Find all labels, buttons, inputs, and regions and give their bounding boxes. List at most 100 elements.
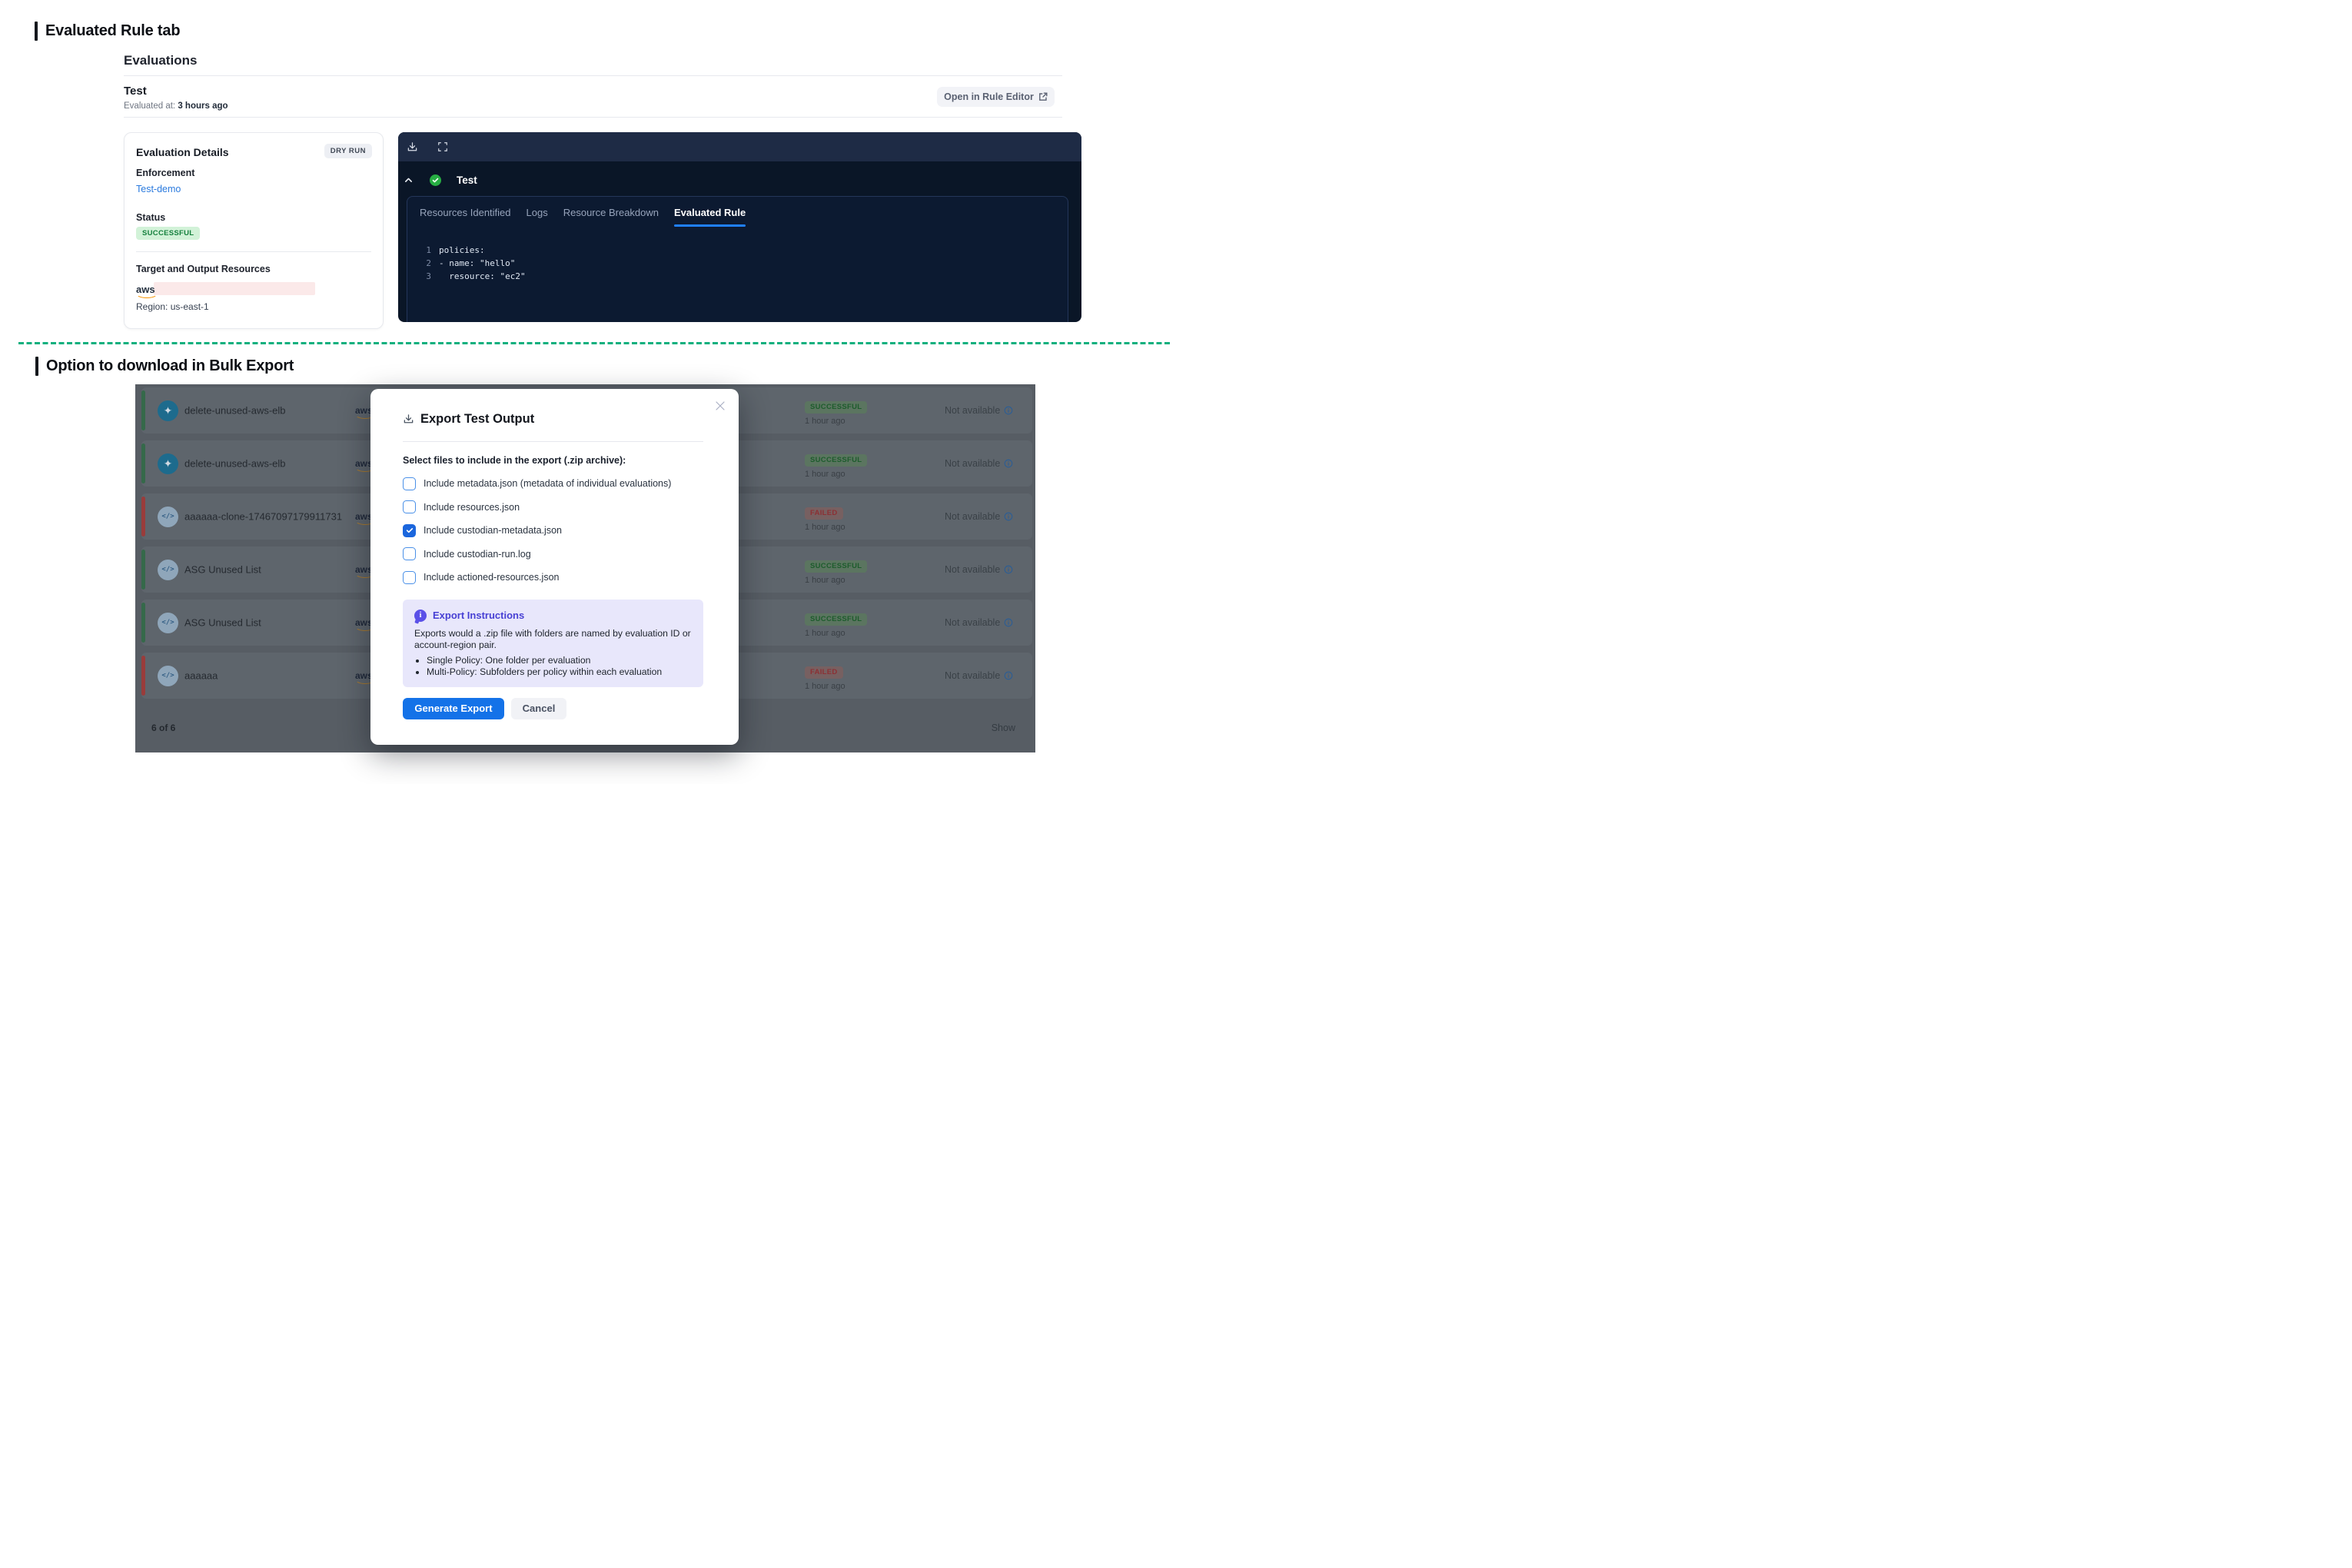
policy-type-icon: ✦</> bbox=[158, 612, 178, 633]
status-label: Status bbox=[136, 212, 166, 223]
line-text: resource: "ec2" bbox=[439, 271, 526, 281]
row-availability: Not available bbox=[945, 458, 1013, 469]
policy-type-icon: ✦</> bbox=[158, 559, 178, 580]
enforcement-label: Enforcement bbox=[136, 168, 195, 178]
aws-logo: aws bbox=[355, 670, 375, 684]
instructions-bullet: Multi-Policy: Subfolders per policy with… bbox=[427, 666, 691, 678]
tab-evaluated-rule[interactable]: Evaluated Rule bbox=[674, 207, 746, 227]
tab-logs[interactable]: Logs bbox=[526, 207, 548, 218]
info-icon[interactable] bbox=[1004, 618, 1013, 627]
evaluated-at-value: 3 hours ago bbox=[178, 101, 228, 111]
checkbox[interactable] bbox=[403, 547, 416, 561]
status-badge: SUCCESSFUL bbox=[805, 453, 868, 467]
row-availability: Not available bbox=[945, 564, 1013, 575]
info-icon[interactable] bbox=[1004, 512, 1013, 521]
redaction-overlay bbox=[154, 282, 315, 295]
row-name: delete-unused-aws-elb bbox=[184, 457, 286, 470]
row-availability: Not available bbox=[945, 670, 1013, 681]
aws-logo: aws bbox=[355, 405, 375, 419]
code-line: 3 resource: "ec2" bbox=[407, 270, 1068, 283]
open-in-rule-editor-button[interactable]: Open in Rule Editor bbox=[937, 87, 1055, 107]
checkbox[interactable] bbox=[403, 477, 416, 490]
line-text: policies: bbox=[439, 245, 485, 255]
instructions-bullets: Single Policy: One folder per evaluation… bbox=[414, 655, 691, 678]
line-text: - name: "hello" bbox=[439, 258, 516, 268]
close-icon[interactable] bbox=[714, 400, 726, 412]
checkbox-row-metadata[interactable]: Include metadata.json (metadata of indiv… bbox=[403, 472, 703, 496]
checkbox[interactable] bbox=[403, 523, 416, 537]
availability-text: Not available bbox=[945, 405, 1001, 416]
status-badge: FAILED bbox=[805, 507, 843, 520]
instructions-title: Export Instructions bbox=[433, 610, 525, 621]
aws-logo: aws bbox=[355, 564, 375, 578]
evaluated-at-label: Evaluated at: bbox=[124, 101, 176, 111]
instructions-bullet: Single Policy: One folder per evaluation bbox=[427, 655, 691, 666]
policy-type-icon: ✦</> bbox=[158, 453, 178, 474]
checkbox-row-resources[interactable]: Include resources.json bbox=[403, 496, 703, 520]
tab-resource-breakdown[interactable]: Resource Breakdown bbox=[563, 207, 659, 218]
row-availability: Not available bbox=[945, 617, 1013, 628]
policy-type-icon: ✦</> bbox=[158, 506, 178, 527]
viewer-inner-panel: Resources Identified Logs Resource Break… bbox=[407, 196, 1068, 322]
region-text: Region: us-east-1 bbox=[136, 301, 209, 312]
row-status: FAILED 1 hour ago bbox=[805, 505, 845, 532]
enforcement-link[interactable]: Test-demo bbox=[136, 184, 181, 194]
row-time: 1 hour ago bbox=[805, 628, 845, 638]
card-title: Evaluation Details bbox=[136, 146, 229, 158]
checkbox[interactable] bbox=[403, 500, 416, 514]
row-status: SUCCESSFUL 1 hour ago bbox=[805, 452, 868, 479]
row-availability: Not available bbox=[945, 511, 1013, 522]
policy-type-icon: ✦</> bbox=[158, 400, 178, 421]
row-name: aaaaaa bbox=[184, 669, 218, 682]
dry-run-badge: DRY RUN bbox=[324, 144, 372, 158]
line-number: 1 bbox=[426, 245, 431, 255]
row-time: 1 hour ago bbox=[805, 681, 845, 691]
export-instructions-box: i Export Instructions Exports would a .z… bbox=[403, 599, 703, 687]
generate-export-button[interactable]: Generate Export bbox=[403, 697, 504, 719]
code-line: 2 - name: "hello" bbox=[407, 257, 1068, 270]
row-status-bar bbox=[141, 443, 145, 483]
checkbox-label: Include custodian-metadata.json bbox=[424, 525, 562, 537]
show-per-page[interactable]: Show bbox=[991, 722, 1015, 733]
checkbox-row-actioned-resources[interactable]: Include actioned-resources.json bbox=[403, 566, 703, 590]
screenshot-root: Evaluated Rule tab Evaluations Test Eval… bbox=[0, 0, 1176, 784]
checkbox-row-custodian-metadata[interactable]: Include custodian-metadata.json bbox=[403, 519, 703, 543]
export-test-output-modal: Export Test Output Select files to inclu… bbox=[370, 389, 739, 745]
tab-resources-identified[interactable]: Resources Identified bbox=[420, 207, 511, 218]
divider bbox=[136, 251, 371, 252]
fullscreen-icon[interactable] bbox=[437, 141, 448, 153]
viewer-policy-name: Test bbox=[457, 174, 477, 186]
aws-logo: aws bbox=[355, 458, 375, 472]
chevron-up-icon[interactable] bbox=[403, 174, 414, 185]
select-files-label: Select files to include in the export (.… bbox=[403, 455, 626, 466]
code-line: 1 policies: bbox=[407, 244, 1068, 257]
code-editor[interactable]: 1 policies: 2 - name: "hello" 3 resource… bbox=[407, 244, 1068, 283]
external-link-icon bbox=[1038, 92, 1048, 101]
line-number: 3 bbox=[426, 271, 431, 281]
viewer-header: Test bbox=[398, 161, 1081, 198]
row-name: ASG Unused List bbox=[184, 616, 261, 629]
evaluation-details-card: Evaluation Details DRY RUN Enforcement T… bbox=[124, 132, 384, 329]
divider bbox=[403, 441, 703, 442]
info-icon[interactable] bbox=[1004, 565, 1013, 574]
cancel-button[interactable]: Cancel bbox=[511, 697, 566, 719]
row-status-bar bbox=[141, 390, 145, 430]
success-check-icon bbox=[430, 174, 441, 186]
info-icon[interactable] bbox=[1004, 671, 1013, 680]
test-output-viewer: Test Resources Identified Logs Resource … bbox=[398, 132, 1081, 322]
info-icon[interactable] bbox=[1004, 406, 1013, 415]
row-status: SUCCESSFUL 1 hour ago bbox=[805, 611, 868, 638]
download-icon[interactable] bbox=[407, 141, 418, 153]
heading-bar bbox=[35, 357, 38, 376]
checkbox-row-custodian-run-log[interactable]: Include custodian-run.log bbox=[403, 543, 703, 566]
section1-heading: Evaluated Rule tab bbox=[35, 22, 181, 41]
status-badge: SUCCESSFUL bbox=[805, 613, 868, 626]
evaluation-name: Test bbox=[124, 85, 147, 98]
info-icon[interactable] bbox=[1004, 459, 1013, 468]
row-name: ASG Unused List bbox=[184, 563, 261, 576]
row-count: 6 of 6 bbox=[151, 722, 176, 733]
section2-heading: Option to download in Bulk Export bbox=[35, 357, 294, 376]
row-time: 1 hour ago bbox=[805, 575, 845, 585]
status-badge: SUCCESSFUL bbox=[805, 400, 868, 414]
checkbox[interactable] bbox=[403, 570, 416, 584]
